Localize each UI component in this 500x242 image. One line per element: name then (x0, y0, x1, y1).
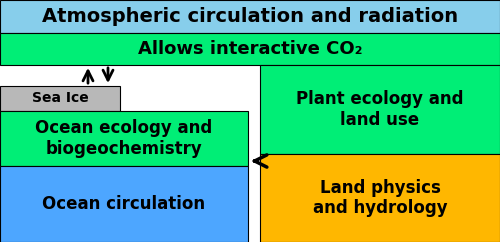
Bar (0, 33, 500, 65)
Text: Ocean ecology and
biogeochemistry: Ocean ecology and biogeochemistry (36, 119, 212, 158)
Text: Sea Ice: Sea Ice (32, 91, 88, 106)
Text: Ocean circulation: Ocean circulation (42, 195, 205, 213)
Text: Plant ecology and
land use: Plant ecology and land use (296, 90, 464, 129)
Bar (0, 166, 248, 242)
Bar (0, 86, 120, 111)
Text: Atmospheric circulation and radiation: Atmospheric circulation and radiation (42, 7, 458, 26)
Bar (0, 0, 500, 33)
Bar (260, 65, 500, 154)
Bar (260, 154, 500, 242)
Bar (0, 111, 248, 166)
Text: Land physics
and hydrology: Land physics and hydrology (312, 179, 448, 217)
Text: Allows interactive CO₂: Allows interactive CO₂ (138, 40, 362, 58)
